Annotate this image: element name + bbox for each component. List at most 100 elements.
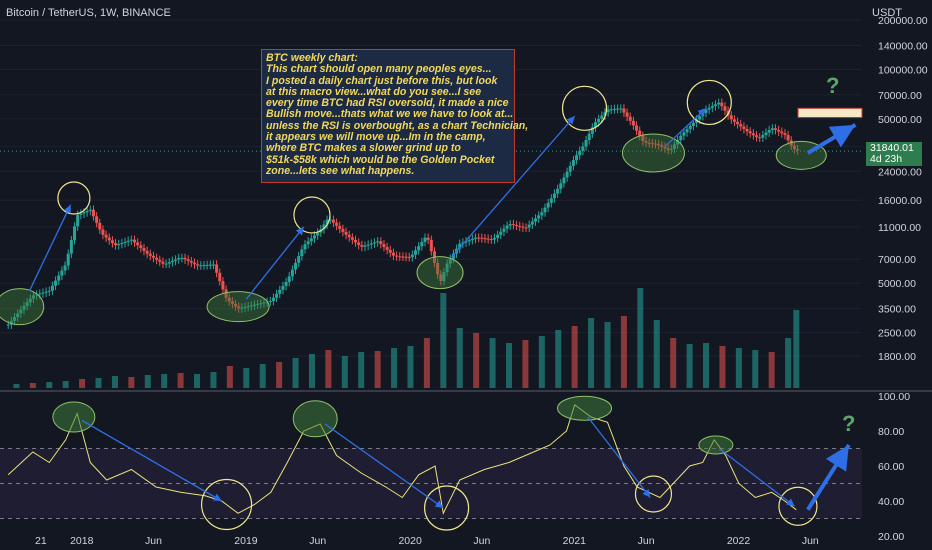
price-candle (534, 218, 538, 222)
volume-bar (505, 343, 512, 388)
price-candle (249, 305, 253, 307)
price-candle (44, 291, 48, 293)
price-candle (549, 198, 553, 203)
price-candle (328, 219, 332, 221)
volume-bar (62, 381, 69, 388)
price-candle (297, 256, 301, 263)
rsi-divergence-arrow (718, 447, 796, 507)
price-candle (556, 188, 560, 194)
price-candle (755, 135, 759, 138)
price-candle (540, 212, 544, 216)
price-candle (590, 127, 594, 134)
price-candle (732, 119, 736, 122)
price-candle (183, 257, 187, 260)
price-candle (502, 228, 506, 232)
price-candle (464, 241, 468, 243)
volume-bar (95, 378, 102, 388)
price-candle (647, 142, 651, 144)
time-tick-label: Jun (802, 535, 819, 547)
price-candle (161, 261, 165, 264)
price-candle (167, 262, 171, 264)
price-candle (344, 231, 348, 235)
price-candle (552, 193, 556, 199)
price-candle (243, 306, 247, 308)
price-candle (764, 132, 768, 136)
price-tick-label: 70000.00 (878, 90, 922, 102)
price-candle (594, 122, 598, 128)
rsi-oversold-circle (778, 486, 818, 526)
price-candle (186, 259, 190, 262)
price-candle (335, 222, 339, 226)
price-candle (73, 226, 77, 241)
price-candle (331, 219, 335, 223)
volume-bar (341, 356, 348, 388)
price-candle (796, 149, 800, 151)
rsi-projection-arrow (806, 443, 851, 511)
rsi-oversold-circle (634, 475, 673, 513)
price-candle (622, 108, 626, 113)
time-axis: 21 2018 Jun 2019 Jun 2020 Jun 2021 Jun 2022 Jun (35, 535, 819, 547)
rsi-divergence-arrow (81, 419, 222, 502)
price-candle (773, 128, 777, 130)
price-candle (76, 214, 80, 227)
time-tick-label: 2018 (70, 535, 94, 547)
price-candle (164, 263, 168, 265)
price-candle (717, 102, 721, 105)
price-candle (88, 209, 92, 211)
price-candle (237, 306, 241, 309)
rally-top-circle (686, 79, 732, 126)
price-candle (281, 285, 285, 290)
price-candle (751, 133, 755, 136)
price-candle (145, 250, 149, 254)
price-candle (290, 269, 294, 277)
price-candle (745, 128, 749, 132)
volume-bar (620, 316, 627, 388)
price-candle (385, 246, 389, 250)
volume-bar (440, 293, 447, 388)
price-tick-label: 100000.00 (878, 64, 928, 76)
rsi-overbought-zone (292, 400, 338, 438)
price-candle (742, 126, 746, 129)
time-tick-label: Jun (309, 535, 326, 547)
price-candle (306, 241, 310, 245)
price-candle (417, 246, 421, 251)
price-candle (496, 234, 500, 238)
time-tick-label: 2022 (727, 535, 751, 547)
price-candle (609, 109, 613, 111)
price-candle (294, 262, 298, 270)
price-candle (575, 155, 579, 161)
price-candle (395, 255, 399, 257)
price-candle (537, 215, 541, 219)
price-candle (606, 109, 610, 113)
price-candle (372, 242, 376, 244)
price-candle (420, 241, 424, 247)
price-candle (474, 237, 478, 239)
volume-bar (128, 377, 135, 388)
price-candle (240, 307, 244, 309)
price-candle (117, 244, 121, 246)
volume-bar (144, 375, 151, 388)
volume-bar (391, 348, 398, 388)
price-tick-label: 5000.00 (878, 278, 916, 290)
volume-bar (358, 352, 365, 388)
price-candle (139, 245, 143, 249)
price-candle (477, 237, 481, 239)
price-candle (123, 241, 127, 243)
oversold-zone (416, 256, 464, 290)
price-candle (723, 106, 727, 111)
price-candle (350, 237, 354, 240)
price-candle (688, 125, 692, 130)
time-tick-label: 21 (35, 535, 47, 547)
price-candle (685, 129, 689, 133)
price-candle (120, 242, 124, 245)
volume-bar (226, 366, 233, 388)
bar-countdown: 4d 23h (870, 153, 903, 165)
price-candle (357, 242, 361, 245)
price-tick-label: 24000.00 (878, 166, 922, 178)
price-candle (445, 263, 449, 273)
price-candle (739, 124, 743, 127)
rsi-tick-label: 20.00 (878, 531, 904, 543)
price-candle (505, 225, 509, 229)
price-tick-label: 200000.00 (878, 15, 928, 27)
volume-bar (653, 320, 660, 388)
